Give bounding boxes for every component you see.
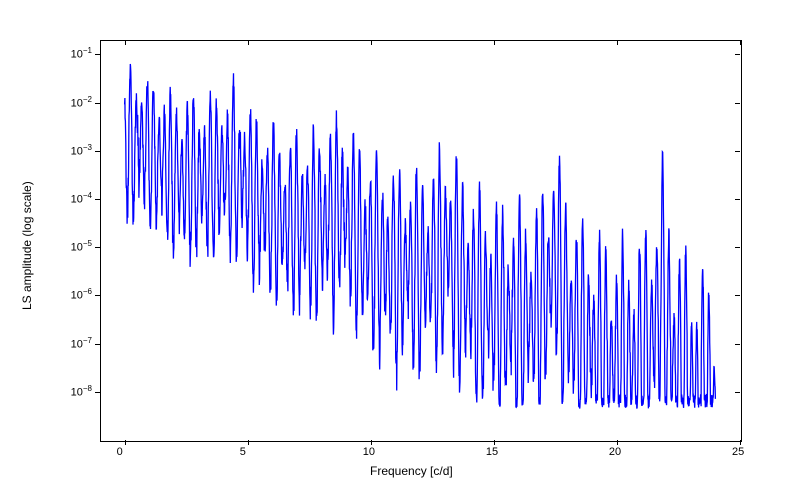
y-axis-label: LS amplitude (log scale)	[20, 181, 34, 310]
y-tick	[735, 199, 740, 200]
x-tick	[248, 440, 249, 445]
x-tick	[494, 40, 495, 45]
x-tick-label: 20	[609, 446, 621, 458]
x-tick-label: 0	[117, 446, 123, 458]
x-tick	[371, 40, 372, 45]
y-tick	[95, 199, 100, 200]
x-tick	[617, 40, 618, 45]
x-tick	[371, 440, 372, 445]
y-tick	[735, 295, 740, 296]
y-tick-label: 10−4	[71, 191, 92, 206]
x-tick	[248, 40, 249, 45]
y-tick-label: 10−6	[71, 287, 92, 302]
x-tick-label: 5	[240, 446, 246, 458]
x-tick-label: 15	[486, 446, 498, 458]
y-tick	[95, 344, 100, 345]
y-tick	[95, 103, 100, 104]
y-tick	[735, 54, 740, 55]
periodogram-chart: Frequency [c/d] LS amplitude (log scale)…	[0, 0, 800, 500]
y-tick-label: 10−2	[71, 95, 92, 110]
y-tick	[735, 151, 740, 152]
y-tick	[95, 54, 100, 55]
spectrum-line	[100, 40, 740, 440]
x-tick	[125, 40, 126, 45]
x-tick	[494, 440, 495, 445]
x-tick-label: 25	[732, 446, 744, 458]
y-tick	[95, 247, 100, 248]
y-tick	[95, 295, 100, 296]
x-tick	[125, 440, 126, 445]
y-tick-label: 10−1	[71, 46, 92, 61]
y-tick-label: 10−8	[71, 384, 92, 399]
y-tick-label: 10−7	[71, 336, 92, 351]
y-tick	[735, 344, 740, 345]
x-axis-label: Frequency [c/d]	[370, 464, 453, 478]
y-tick	[735, 392, 740, 393]
x-tick	[617, 440, 618, 445]
x-tick	[740, 40, 741, 45]
y-tick	[735, 103, 740, 104]
y-tick	[95, 151, 100, 152]
y-tick-label: 10−5	[71, 239, 92, 254]
y-tick	[95, 392, 100, 393]
y-tick	[735, 247, 740, 248]
y-tick-label: 10−3	[71, 143, 92, 158]
x-tick	[740, 440, 741, 445]
x-tick-label: 10	[363, 446, 375, 458]
